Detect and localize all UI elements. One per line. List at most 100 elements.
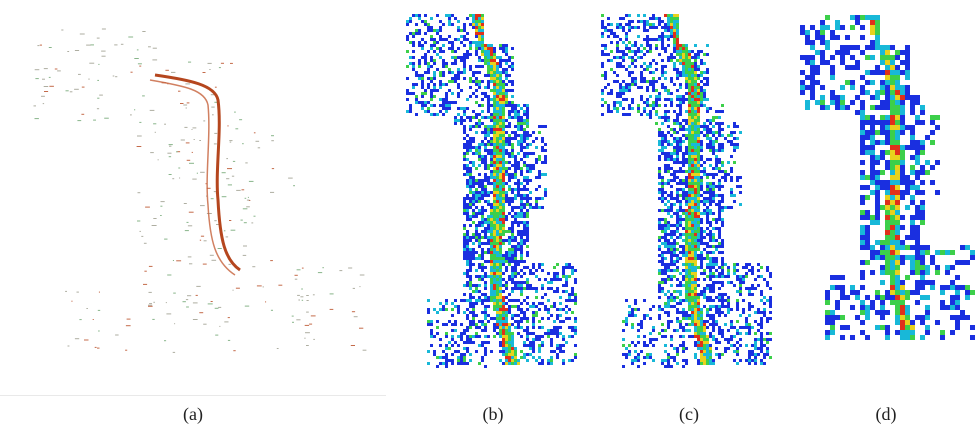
heatmap-voxel xyxy=(739,287,742,290)
heatmap-voxel xyxy=(965,245,970,250)
point-cloud-point xyxy=(348,267,353,269)
heatmap-voxel xyxy=(709,263,712,266)
heatmap-voxel xyxy=(469,281,472,284)
point-cloud-point xyxy=(294,274,298,276)
heatmap-voxel xyxy=(472,41,475,44)
heatmap-voxel xyxy=(691,65,694,68)
heatmap-voxel xyxy=(682,314,685,317)
heatmap-voxel xyxy=(457,308,460,311)
heatmap-voxel xyxy=(688,317,691,320)
heatmap-voxel xyxy=(661,242,664,245)
point-cloud-point xyxy=(183,104,188,106)
heatmap-voxel xyxy=(469,341,472,344)
heatmap-voxel xyxy=(682,119,685,122)
heatmap-voxel xyxy=(511,65,514,68)
heatmap-voxel xyxy=(499,248,502,251)
heatmap-voxel xyxy=(667,35,670,38)
heatmap-voxel xyxy=(751,293,754,296)
heatmap-voxel xyxy=(661,149,664,152)
heatmap-voxel xyxy=(676,149,679,152)
heatmap-voxel xyxy=(895,90,900,95)
heatmap-voxel xyxy=(406,89,409,92)
heatmap-voxel xyxy=(703,71,706,74)
heatmap-voxel xyxy=(493,197,496,200)
heatmap-voxel xyxy=(511,305,514,308)
heatmap-voxel xyxy=(574,344,577,347)
heatmap-voxel xyxy=(905,125,910,130)
heatmap-voxel xyxy=(697,215,700,218)
heatmap-voxel xyxy=(520,194,523,197)
heatmap-voxel xyxy=(472,263,475,266)
heatmap-voxel xyxy=(514,272,517,275)
heatmap-voxel xyxy=(616,92,619,95)
heatmap-voxel xyxy=(676,158,679,161)
heatmap-voxel xyxy=(484,221,487,224)
heatmap-voxel xyxy=(905,275,910,280)
heatmap-voxel xyxy=(532,314,535,317)
heatmap-voxel xyxy=(673,203,676,206)
heatmap-voxel xyxy=(472,17,475,20)
point-cloud-point xyxy=(33,105,36,107)
heatmap-voxel xyxy=(436,53,439,56)
heatmap-voxel xyxy=(688,203,691,206)
heatmap-voxel xyxy=(694,296,697,299)
heatmap-voxel xyxy=(697,101,700,104)
heatmap-voxel xyxy=(646,344,649,347)
heatmap-voxel xyxy=(514,251,517,254)
heatmap-voxel xyxy=(523,164,526,167)
point-cloud-point xyxy=(247,196,249,198)
heatmap-voxel xyxy=(520,173,523,176)
heatmap-voxel xyxy=(835,105,840,110)
heatmap-voxel xyxy=(544,161,547,164)
heatmap-voxel xyxy=(810,80,815,85)
heatmap-voxel xyxy=(679,128,682,131)
heatmap-voxel xyxy=(682,68,685,71)
heatmap-voxel xyxy=(703,92,706,95)
heatmap-voxel xyxy=(505,161,508,164)
heatmap-voxel xyxy=(457,359,460,362)
heatmap-voxel xyxy=(505,50,508,53)
heatmap-voxel xyxy=(511,116,514,119)
heatmap-voxel xyxy=(628,20,631,23)
heatmap-voxel xyxy=(505,191,508,194)
heatmap-voxel xyxy=(900,240,905,245)
heatmap-voxel xyxy=(655,98,658,101)
heatmap-voxel xyxy=(478,335,481,338)
heatmap-voxel xyxy=(685,266,688,269)
heatmap-voxel xyxy=(481,92,484,95)
heatmap-voxel xyxy=(445,65,448,68)
heatmap-voxel xyxy=(664,158,667,161)
heatmap-voxel xyxy=(646,35,649,38)
heatmap-voxel xyxy=(697,89,700,92)
heatmap-voxel xyxy=(463,299,466,302)
heatmap-voxel xyxy=(679,272,682,275)
heatmap-voxel xyxy=(466,263,469,266)
heatmap-voxel xyxy=(466,326,469,329)
heatmap-voxel xyxy=(697,137,700,140)
heatmap-voxel xyxy=(880,140,885,145)
heatmap-voxel xyxy=(433,113,436,116)
heatmap-voxel xyxy=(700,125,703,128)
heatmap-voxel xyxy=(421,47,424,50)
heatmap-voxel xyxy=(601,32,604,35)
heatmap-voxel xyxy=(427,299,430,302)
heatmap-voxel xyxy=(433,86,436,89)
heatmap-voxel xyxy=(502,323,505,326)
heatmap-voxel xyxy=(511,314,514,317)
heatmap-voxel xyxy=(694,335,697,338)
heatmap-voxel xyxy=(709,212,712,215)
heatmap-voxel xyxy=(475,152,478,155)
heatmap-voxel xyxy=(664,281,667,284)
heatmap-voxel xyxy=(526,320,529,323)
heatmap-voxel xyxy=(733,272,736,275)
point-cloud-point xyxy=(148,46,151,48)
heatmap-voxel xyxy=(890,265,895,270)
heatmap-voxel xyxy=(825,40,830,45)
heatmap-voxel xyxy=(691,302,694,305)
heatmap-voxel xyxy=(526,329,529,332)
heatmap-voxel xyxy=(739,275,742,278)
heatmap-voxel xyxy=(688,263,691,266)
heatmap-voxel xyxy=(634,359,637,362)
heatmap-voxel xyxy=(870,55,875,60)
heatmap-voxel xyxy=(895,150,900,155)
